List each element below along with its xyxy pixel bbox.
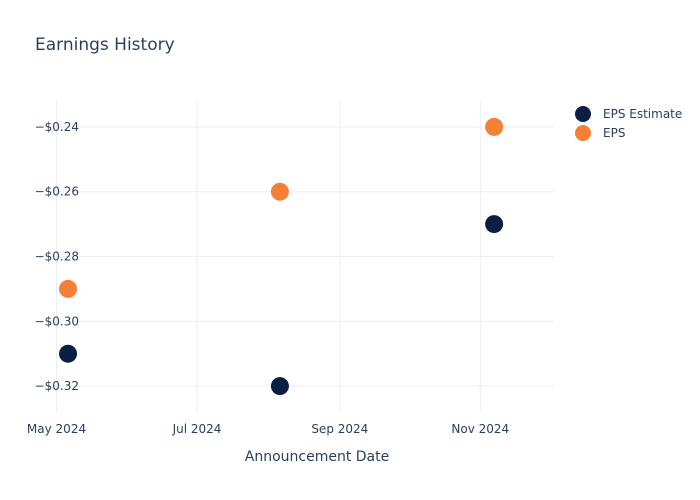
legend-item-eps[interactable]: EPS bbox=[575, 125, 625, 141]
legend-label: EPS bbox=[603, 126, 625, 140]
eps-estimate-point[interactable] bbox=[59, 344, 78, 363]
eps-estimate-point[interactable] bbox=[270, 377, 289, 396]
grid bbox=[45, 100, 554, 413]
x-axis-title: Announcement Date bbox=[245, 449, 389, 465]
legend-marker bbox=[575, 106, 591, 122]
x-tick-label: Jul 2024 bbox=[172, 422, 222, 436]
legend-item-eps-estimate[interactable]: EPS Estimate bbox=[575, 106, 682, 122]
y-tick-label: −$0.28 bbox=[35, 250, 79, 264]
y-tick-label: −$0.32 bbox=[35, 379, 79, 393]
data-points bbox=[59, 117, 504, 396]
legend-marker bbox=[575, 125, 591, 141]
legend-label: EPS Estimate bbox=[603, 107, 682, 121]
eps-point[interactable] bbox=[270, 182, 289, 201]
tick-labels: May 2024 Jul 2024 Sep 2024 Nov 2024 −$0.24 −$… bbox=[27, 120, 509, 436]
eps-point[interactable] bbox=[485, 117, 504, 136]
x-tick-label: Sep 2024 bbox=[311, 422, 368, 436]
y-tick-label: −$0.30 bbox=[35, 314, 79, 328]
x-tick-label: May 2024 bbox=[27, 422, 86, 436]
x-tick-label: Nov 2024 bbox=[451, 422, 509, 436]
eps-point[interactable] bbox=[59, 279, 78, 298]
eps-estimate-point[interactable] bbox=[485, 215, 504, 234]
legend[interactable]: EPS Estimate EPS bbox=[575, 106, 682, 141]
y-tick-label: −$0.26 bbox=[35, 185, 79, 199]
y-tick-label: −$0.24 bbox=[35, 120, 79, 134]
chart-title: Earnings History bbox=[35, 35, 175, 55]
